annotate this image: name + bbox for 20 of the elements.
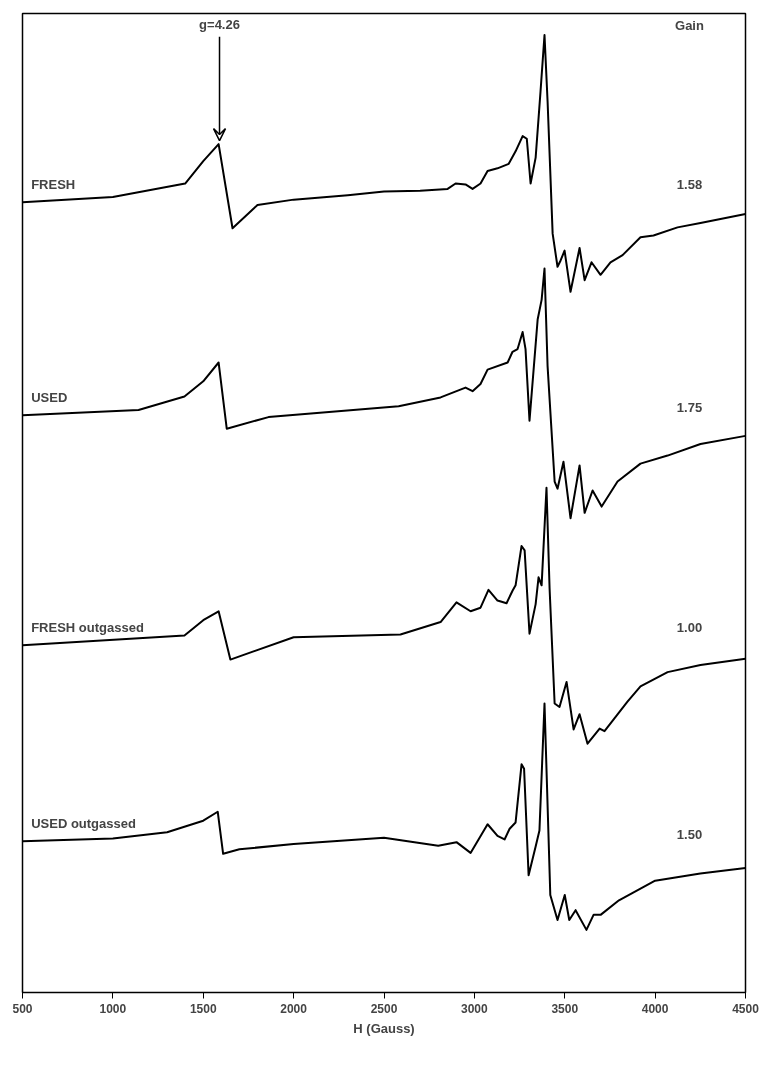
annotation: 1.50 [676, 827, 703, 843]
x-tick-label: 3500 [551, 1001, 579, 1016]
x-axis-title: H (Gauss) [353, 1020, 415, 1036]
x-tick-label: 2000 [280, 1001, 308, 1016]
x-tick-label: 3000 [461, 1001, 489, 1016]
annotation: 1.00 [676, 619, 703, 635]
x-tick-label: 500 [12, 1001, 33, 1016]
annotation: g=4.26 [199, 17, 240, 33]
series-label: USED [31, 389, 68, 405]
x-tick-label: 4000 [641, 1001, 669, 1016]
x-tick-label: 1000 [99, 1001, 127, 1016]
text: Gain [675, 18, 704, 34]
annotation: 1.58 [676, 177, 703, 193]
x-tick-label: 2500 [370, 1001, 398, 1016]
x-tick-label: 4500 [732, 1001, 760, 1016]
x-tick-label: 1500 [189, 1001, 217, 1016]
series-label: FRESH outgassed [31, 619, 144, 635]
annotation: 1.75 [676, 400, 703, 416]
series-label: USED outgassed [31, 815, 136, 831]
series-label: FRESH [31, 176, 76, 192]
